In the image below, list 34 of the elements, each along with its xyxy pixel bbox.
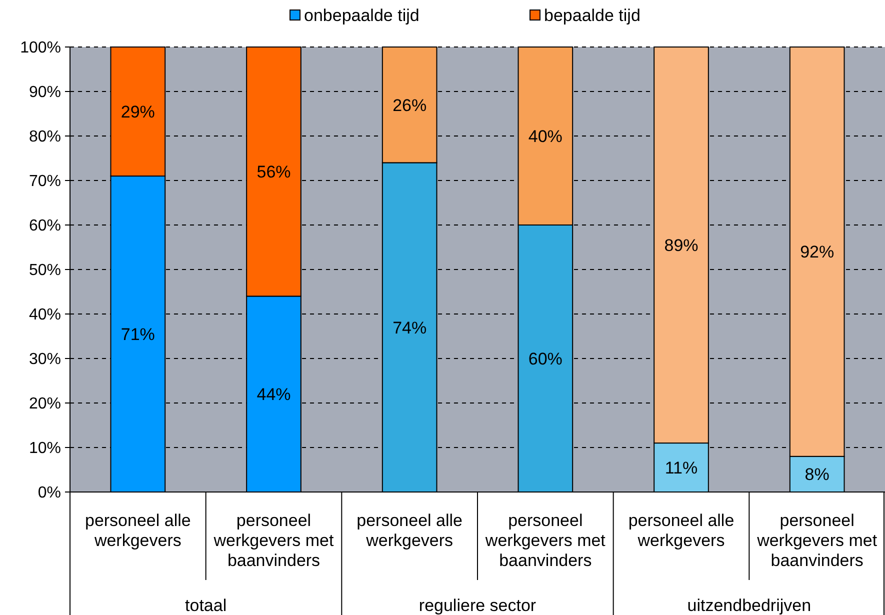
y-tick-label: 80% [28, 128, 61, 146]
legend-label: bepaalde tijd [544, 6, 640, 25]
y-tick-label: 0% [38, 484, 61, 502]
y-tick-label: 40% [28, 306, 61, 324]
data-label: 56% [256, 162, 291, 182]
data-label: 44% [256, 385, 291, 404]
x-tick-label: personeel alle werkgevers [356, 511, 463, 550]
x-tick-label: personeel alle werkgevers [84, 511, 191, 550]
legend-label: onbepaalde tijd [304, 6, 420, 25]
data-label: 26% [392, 96, 427, 115]
y-tick-label: 100% [20, 40, 61, 57]
data-label: 29% [120, 102, 155, 122]
x-tick-label: personeel werkgevers met baanvinders [756, 511, 878, 570]
y-tick-label: 90% [28, 84, 61, 102]
data-label: 8% [804, 465, 830, 484]
y-tick-label: 50% [28, 262, 61, 280]
y-tick-label: 10% [28, 440, 61, 458]
y-tick-label: 60% [28, 218, 61, 235]
x-tick-label: personeel werkgevers met baanvinders [484, 511, 606, 570]
y-tick-label: 20% [28, 396, 61, 413]
x-tick-label: personeel werkgevers met baanvinders [212, 511, 334, 570]
data-label: 89% [664, 236, 698, 255]
data-label: 74% [392, 318, 427, 338]
y-tick-label: 30% [28, 351, 61, 368]
data-label: 71% [120, 324, 155, 344]
data-label: 60% [528, 349, 562, 368]
data-label: 92% [800, 242, 834, 262]
text: reguliere sector [418, 596, 536, 615]
data-label: 11% [664, 458, 698, 478]
x-tick-label: personeel alle werkgevers [628, 511, 734, 550]
text: uitzendbedrijven [687, 596, 812, 615]
text: totaal [185, 596, 227, 615]
y-tick-label: 70% [28, 173, 61, 190]
data-label: 40% [528, 126, 562, 146]
